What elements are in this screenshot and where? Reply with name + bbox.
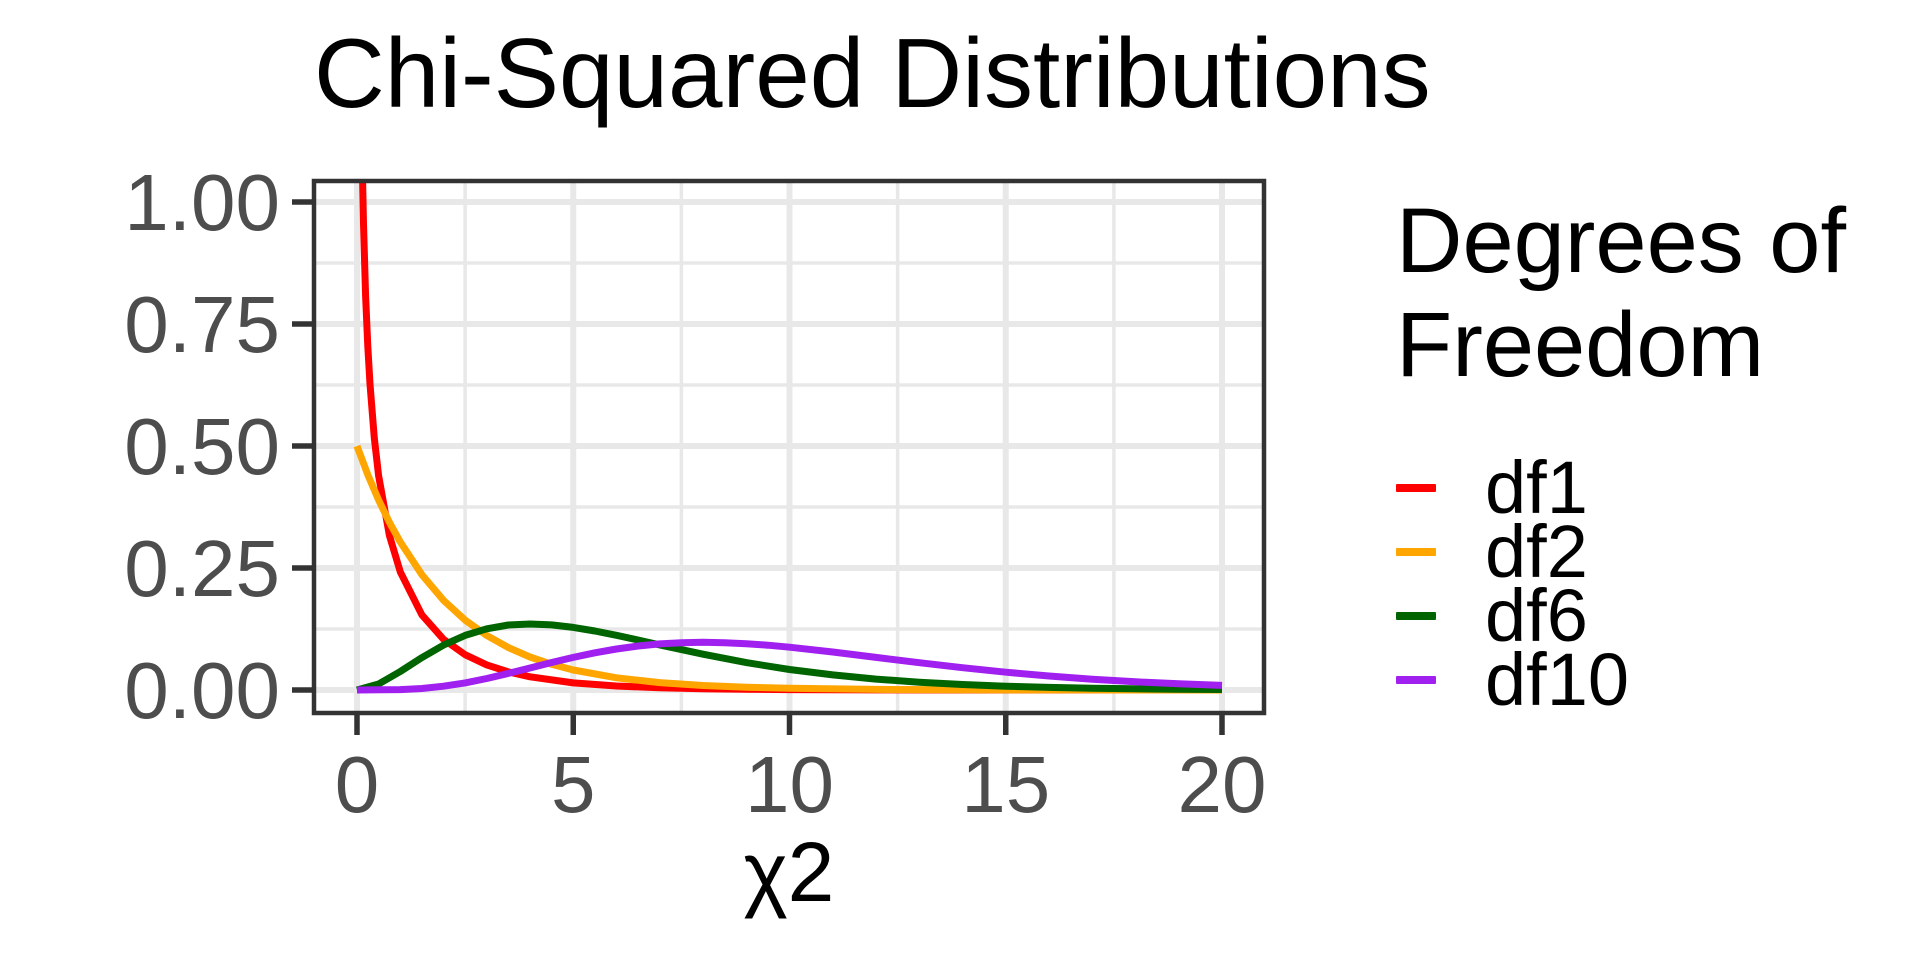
gridlines-major [314, 181, 1264, 713]
legend-key-line-df2 [1396, 547, 1436, 556]
legend-label: df1 [1485, 445, 1588, 529]
chart-title: Chi-Squared Distributions [314, 18, 1431, 128]
y-tick-label: 0.00 [124, 646, 280, 735]
legend-title: Degrees of Freedom [1396, 190, 1847, 396]
legend-item-df10: df10 [1396, 642, 1896, 716]
legend: Degrees of Freedom df1 df2 df6 df10 [1396, 190, 1896, 716]
axis-ticks [292, 199, 1225, 735]
legend-label: df10 [1485, 637, 1630, 721]
legend-item-df1: df1 [1396, 450, 1896, 524]
x-tick-labels: 0 5 10 15 20 [335, 740, 1267, 829]
y-tick-labels: 0.00 0.25 0.50 0.75 1.00 [124, 158, 280, 735]
x-tick-label: 15 [961, 740, 1050, 829]
panel-border [311, 178, 1267, 716]
x-tick-label: 10 [745, 740, 834, 829]
legend-key-line-df1 [1396, 483, 1436, 492]
legend-key-line-df10 [1396, 675, 1436, 684]
y-tick-label: 0.25 [124, 524, 280, 613]
legend-key-line-df6 [1396, 611, 1436, 620]
legend-item-df6: df6 [1396, 578, 1896, 652]
curves [353, 181, 1223, 694]
legend-label: df2 [1485, 509, 1588, 593]
y-tick-label: 0.75 [124, 280, 280, 369]
y-tick-label: 1.00 [124, 158, 280, 247]
x-tick-label: 0 [335, 740, 380, 829]
x-tick-label: 5 [551, 740, 596, 829]
curve-df10 [356, 638, 1223, 694]
legend-items: df1 df2 df6 df10 [1396, 450, 1896, 716]
x-tick-label: 20 [1178, 740, 1267, 829]
legend-item-df2: df2 [1396, 514, 1896, 588]
x-axis-title: χ2 [743, 825, 835, 919]
y-tick-label: 0.50 [124, 402, 280, 491]
legend-label: df6 [1485, 573, 1588, 657]
